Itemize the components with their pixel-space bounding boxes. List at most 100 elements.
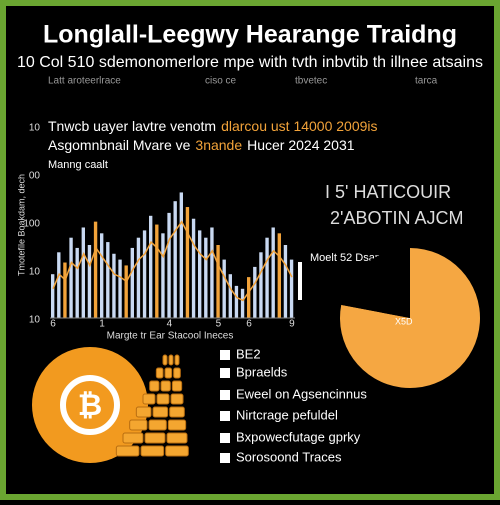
coin [166,432,188,444]
x-tick-label: 1 [99,319,105,330]
coin [160,380,171,392]
marker-bar [298,262,302,300]
legend-item: Bxpowecfutage gprky [236,429,361,444]
bar [106,242,110,318]
bar [265,237,269,318]
x-tick-label: 4 [167,319,173,330]
coin [149,380,160,392]
coin [162,354,168,366]
legend-item: Eweel on Agsencinnus [236,386,367,401]
tag: tbvetec [295,76,327,87]
coin [171,380,183,392]
legend-item: Sorosoond Traces [236,449,342,464]
bar [234,285,239,318]
bar [210,227,214,318]
x-tick-label: 5 [216,319,222,330]
bar [283,245,288,318]
bar [87,245,92,318]
legend-box [220,390,230,400]
y-tick-label: 10 [29,267,41,278]
legend-box [220,411,230,421]
x-tick-label: 6 [246,319,252,330]
coin [168,354,174,366]
bar [69,237,73,318]
bar [185,207,190,318]
coin [170,393,184,405]
bar [179,192,183,318]
bitcoin-icon: ₿ [32,347,148,463]
bar [198,230,202,318]
heading-span: 3nande [195,137,242,153]
bar [161,233,165,318]
bar [51,274,55,318]
coin [156,393,170,405]
bar [93,221,98,318]
legend-item: Nirtcrage pefuldel [236,407,338,422]
legend-box [220,453,230,463]
title: Longlall-Leegwy Hearange Traidng [43,21,457,49]
coin [144,432,166,444]
bar [100,233,104,318]
pie-slice [341,248,410,318]
bar [271,227,275,318]
tag: ciso ce [205,76,237,87]
y-axis-label: Tmotefile Boakdam, dech [16,174,26,276]
side-line: I 5' HATICOUIR [325,182,451,202]
bar [124,265,128,318]
coin [140,445,165,457]
legend-box [220,368,230,378]
bar [222,259,226,318]
heading-span: Asgomnbnail Mvare ve [48,137,191,153]
svg-text:₿: ₿ [78,389,102,422]
bar [204,237,208,318]
bar [130,247,134,318]
x-axis-label: Margte tr Ear Stacool Ineces [107,331,234,342]
legend-box [220,350,230,360]
heading-span: Hucer 2024 2031 [247,137,355,153]
bar [167,212,171,318]
coin [152,406,169,418]
legend-box [220,433,230,443]
bar [136,237,141,318]
bar [173,201,177,318]
coin-stack [115,354,189,457]
bar [289,259,294,318]
y-tick-label: 00 [29,171,41,182]
coin [115,445,140,457]
coin [167,419,187,431]
x-tick-label: 6 [50,319,56,330]
tag: tarca [415,76,438,87]
bar [63,262,67,318]
chart-heading: Tnwcb uayer lavtre venotm dlarcou ust 140… [48,118,378,134]
heading-span: Manng caalt [48,159,108,171]
pie-annotation: X5D [395,316,413,326]
bar [118,259,122,318]
bar [81,227,85,318]
bar [112,253,116,318]
coin [164,367,173,379]
bar [155,224,159,318]
coin [155,367,164,379]
bar [142,230,147,318]
side-line: 2'ABOTIN AJCM [330,208,463,228]
coin [169,406,185,418]
tag: Latt aroteerlrace [48,76,121,87]
bar [240,288,245,318]
bar [253,266,257,318]
bar [191,218,196,318]
chart-heading: Asgomnbnail Mvare ve 3nande Hucer 2024 203… [48,137,355,153]
line [52,220,293,302]
coin [173,367,181,379]
subtitle: 10 Col 510 sdemonomerlore mpe with tvth … [17,54,483,71]
bar [57,252,61,318]
bar [259,252,263,318]
heading-span: Tnwcb uayer lavtre venotm [48,118,216,134]
coin [148,419,167,431]
bar [149,215,153,318]
y-tick-label: 10 [29,315,41,326]
y-tick-label: 100 [23,219,40,230]
coin [174,354,180,366]
x-tick-label: 9 [289,319,295,330]
legend-list: BE2 Bpraelds Eweel on Agsencinnus Nirtcrage… [220,346,367,464]
coin [135,406,152,418]
